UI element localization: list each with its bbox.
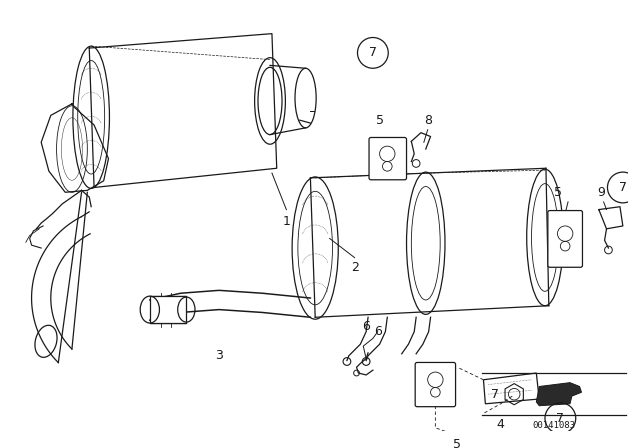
Text: 7: 7	[491, 388, 499, 401]
Text: 5: 5	[554, 186, 563, 199]
Text: 5: 5	[376, 114, 383, 127]
Text: 1: 1	[282, 215, 291, 228]
Text: 4: 4	[497, 418, 505, 431]
FancyBboxPatch shape	[369, 138, 406, 180]
FancyBboxPatch shape	[548, 211, 582, 267]
Text: 3: 3	[215, 349, 223, 362]
Text: 6: 6	[374, 325, 381, 338]
Text: 5: 5	[452, 438, 461, 448]
Text: 6: 6	[362, 320, 370, 333]
Text: 7: 7	[556, 412, 564, 425]
Bar	[150, 296, 186, 323]
Text: 7: 7	[619, 181, 627, 194]
Text: 7: 7	[369, 47, 377, 60]
Text: 9: 9	[596, 186, 605, 199]
Text: 2: 2	[351, 261, 358, 274]
Polygon shape	[536, 383, 582, 406]
FancyBboxPatch shape	[415, 362, 456, 407]
Text: 00141083: 00141083	[532, 422, 575, 431]
Text: 8: 8	[424, 114, 432, 127]
